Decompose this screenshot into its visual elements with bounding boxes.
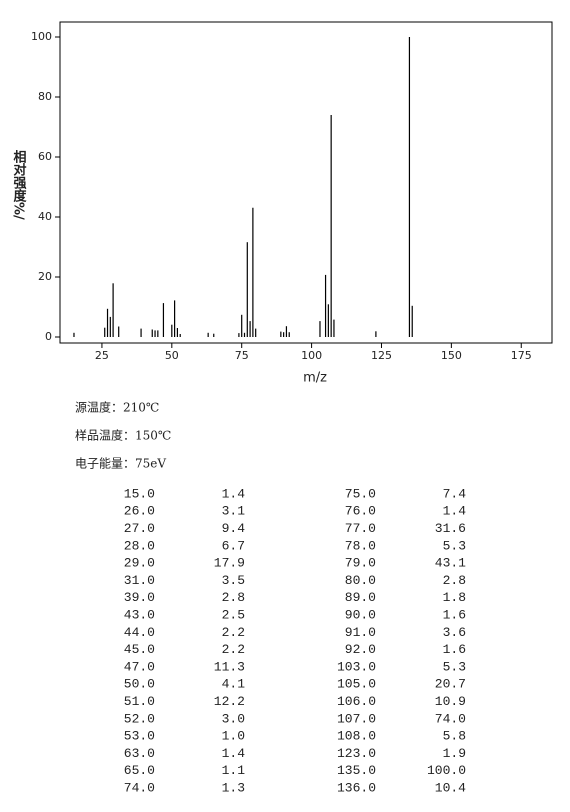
table-cell: 3.6 xyxy=(443,625,466,640)
table-cell: 1.6 xyxy=(443,608,466,623)
table-cell: 1.4 xyxy=(222,746,246,761)
table-cell: 29.0 xyxy=(124,556,155,571)
table-cell: 74.0 xyxy=(435,711,466,726)
table-cell: 76.0 xyxy=(345,504,376,519)
table-cell: 75.0 xyxy=(345,486,376,501)
table-cell: 5.8 xyxy=(443,729,466,744)
table-cell: 1.6 xyxy=(443,642,466,657)
table-cell: 100.0 xyxy=(427,763,466,778)
table-cell: 50.0 xyxy=(124,677,155,692)
table-cell: 92.0 xyxy=(345,642,376,657)
table-cell: 78.0 xyxy=(345,538,376,553)
table-cell: 6.7 xyxy=(222,538,245,553)
table-cell: 5.3 xyxy=(443,659,466,674)
table-cell: 27.0 xyxy=(124,521,155,536)
table-cell: 2.2 xyxy=(222,642,245,657)
x-tick-label: 150 xyxy=(441,349,462,362)
table-cell: 15.0 xyxy=(124,486,155,501)
table-cell: 1.0 xyxy=(222,729,245,744)
table-cell: 1.9 xyxy=(443,746,466,761)
table-cell: 12.2 xyxy=(214,694,245,709)
y-tick-label: 60 xyxy=(38,150,52,163)
table-cell: 53.0 xyxy=(124,729,155,744)
table-cell: 31.0 xyxy=(124,573,155,588)
y-tick-label: 0 xyxy=(45,330,52,343)
x-tick-label: 50 xyxy=(165,349,179,362)
table-cell: 1.1 xyxy=(222,763,246,778)
table-cell: 31.6 xyxy=(435,521,466,536)
table-cell: 9.4 xyxy=(222,521,246,536)
x-tick-label: 125 xyxy=(371,349,392,362)
table-cell: 108.0 xyxy=(337,729,376,744)
table-cell: 47.0 xyxy=(124,659,155,674)
table-cell: 135.0 xyxy=(337,763,376,778)
table-cell: 90.0 xyxy=(345,608,376,623)
info-line: 电子能量：75eV xyxy=(75,457,166,471)
x-tick-label: 75 xyxy=(235,349,249,362)
table-cell: 74.0 xyxy=(124,781,155,796)
table-cell: 1.4 xyxy=(222,486,246,501)
table-cell: 43.1 xyxy=(435,556,466,571)
y-tick-label: 80 xyxy=(38,90,52,103)
table-cell: 80.0 xyxy=(345,573,376,588)
table-cell: 2.2 xyxy=(222,625,245,640)
y-tick-label: 20 xyxy=(38,270,52,283)
y-tick-label: 100 xyxy=(31,30,52,43)
table-cell: 136.0 xyxy=(337,781,376,796)
table-cell: 65.0 xyxy=(124,763,155,778)
table-cell: 77.0 xyxy=(345,521,376,536)
table-cell: 44.0 xyxy=(124,625,155,640)
table-cell: 20.7 xyxy=(435,677,466,692)
y-axis-label: 相对强度%/ xyxy=(11,149,27,220)
table-cell: 105.0 xyxy=(337,677,376,692)
table-cell: 1.4 xyxy=(443,504,467,519)
table-cell: 2.8 xyxy=(443,573,466,588)
table-cell: 17.9 xyxy=(214,556,245,571)
table-cell: 26.0 xyxy=(124,504,155,519)
table-cell: 28.0 xyxy=(124,538,155,553)
table-cell: 11.3 xyxy=(214,659,245,674)
table-cell: 103.0 xyxy=(337,659,376,674)
x-tick-label: 175 xyxy=(511,349,532,362)
table-cell: 3.0 xyxy=(222,711,245,726)
table-cell: 106.0 xyxy=(337,694,376,709)
table-cell: 4.1 xyxy=(222,677,246,692)
table-cell: 39.0 xyxy=(124,590,155,605)
table-cell: 1.3 xyxy=(222,781,245,796)
table-cell: 52.0 xyxy=(124,711,155,726)
table-cell: 3.1 xyxy=(222,504,246,519)
table-cell: 43.0 xyxy=(124,608,155,623)
table-cell: 2.8 xyxy=(222,590,245,605)
table-cell: 63.0 xyxy=(124,746,155,761)
table-cell: 3.5 xyxy=(222,573,245,588)
x-tick-label: 100 xyxy=(301,349,322,362)
table-cell: 51.0 xyxy=(124,694,155,709)
info-line: 源温度：210℃ xyxy=(75,400,159,415)
table-cell: 1.8 xyxy=(443,590,466,605)
table-cell: 5.3 xyxy=(443,538,466,553)
info-line: 样品温度：150℃ xyxy=(75,428,171,443)
table-cell: 91.0 xyxy=(345,625,376,640)
table-cell: 2.5 xyxy=(222,608,245,623)
y-tick-label: 40 xyxy=(38,210,52,223)
table-cell: 45.0 xyxy=(124,642,155,657)
table-cell: 7.4 xyxy=(443,486,467,501)
table-cell: 10.4 xyxy=(435,781,466,796)
table-cell: 123.0 xyxy=(337,746,376,761)
table-cell: 107.0 xyxy=(337,711,376,726)
x-tick-label: 25 xyxy=(95,349,109,362)
table-cell: 89.0 xyxy=(345,590,376,605)
plot-frame xyxy=(59,21,553,344)
table-cell: 79.0 xyxy=(345,556,376,571)
x-axis-label: m/z xyxy=(303,371,327,386)
table-cell: 10.9 xyxy=(435,694,466,709)
